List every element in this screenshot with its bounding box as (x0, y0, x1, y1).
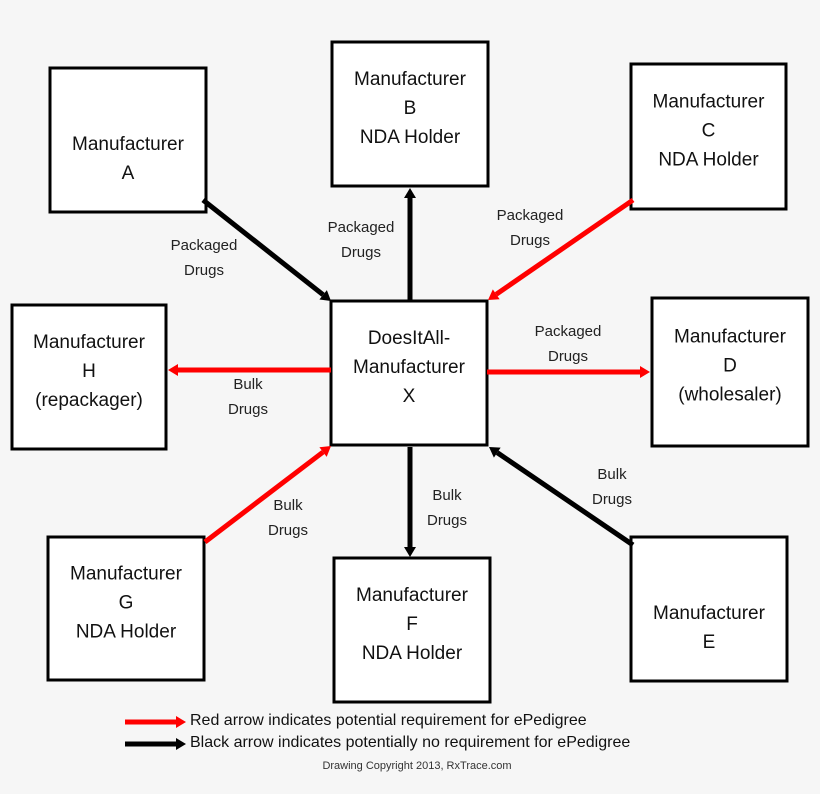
node-box (629, 535, 789, 683)
node-label: E (703, 632, 716, 653)
node-label: G (119, 592, 134, 613)
legend-red-arrow (125, 716, 186, 728)
arrow-label: Packaged (497, 207, 564, 224)
node-label: Manufacturer (653, 603, 766, 624)
node-f: Manufacturer F NDA Holder (332, 556, 492, 704)
arrow-head (488, 289, 500, 300)
node-label: Manufacturer (354, 69, 467, 90)
legend-red-text: Red arrow indicates potential requiremen… (190, 712, 587, 729)
copyright: Drawing Copyright 2013, RxTrace.com (322, 760, 512, 772)
node-box (629, 62, 788, 211)
node-box (330, 40, 490, 188)
arrow-label: Drugs (228, 401, 268, 418)
arrow-label: Bulk (233, 376, 263, 393)
node-box (10, 303, 168, 451)
arrow-shaft (495, 450, 635, 548)
arrow-shaft (203, 450, 325, 544)
node-label: DoesItAll- (368, 328, 450, 349)
arrow-label: Drugs (184, 262, 224, 279)
node-label: (repackager) (35, 390, 143, 411)
legend-black-arrow (125, 738, 186, 750)
node-label: X (403, 386, 416, 407)
arrow-head (404, 188, 416, 198)
node-label: C (702, 120, 716, 141)
arrow-head (168, 364, 178, 376)
node-label: A (122, 163, 135, 184)
arrow-label: Bulk (597, 466, 627, 483)
arrow-label: Packaged (328, 219, 395, 236)
node-box (650, 296, 810, 448)
arrow-x-to-d: Packaged Drugs (487, 323, 650, 378)
node-label: Manufacturer (70, 563, 183, 584)
node-label: Manufacturer (353, 357, 466, 378)
node-label: H (82, 361, 96, 382)
node-c: Manufacturer C NDA Holder (629, 62, 788, 211)
node-d: Manufacturer D (wholesaler) (650, 296, 810, 448)
node-label: (wholesaler) (678, 385, 781, 406)
arrow-label: Packaged (535, 323, 602, 340)
arrow-x-to-b: Packaged Drugs (328, 188, 416, 300)
node-e: Manufacturer E (629, 535, 789, 683)
node-label: Manufacturer (674, 327, 787, 348)
arrow-label: Drugs (510, 232, 550, 249)
arrow-label: Drugs (427, 512, 467, 529)
arrow-head (319, 290, 331, 301)
arrow-label: Bulk (273, 497, 303, 514)
node-label: Manufacturer (72, 134, 185, 155)
arrow-x-to-h: Bulk Drugs (168, 364, 331, 418)
arrow-a-to-x: Packaged Drugs (171, 198, 331, 301)
node-label: F (406, 614, 418, 635)
arrow-label: Packaged (171, 237, 238, 254)
arrow-head (489, 447, 501, 458)
arrow-head (404, 547, 416, 557)
arrow-shaft (494, 197, 635, 297)
legend-black-text: Black arrow indicates potentially no req… (190, 734, 631, 751)
legend-red: Red arrow indicates potential requiremen… (190, 712, 587, 730)
node-box (46, 535, 206, 682)
node-box (332, 556, 492, 704)
arrow-label: Bulk (432, 487, 462, 504)
node-x: DoesItAll- Manufacturer X (329, 299, 489, 447)
arrow-c-to-x: Packaged Drugs (488, 197, 635, 300)
node-box (48, 66, 208, 214)
node-label: Manufacturer (653, 91, 766, 112)
node-label: B (404, 98, 417, 119)
arrow-head (640, 366, 650, 378)
node-h: Manufacturer H (repackager) (10, 303, 168, 451)
arrow-label: Drugs (548, 348, 588, 365)
arrow-label: Drugs (592, 491, 632, 508)
arrow-label: Drugs (268, 522, 308, 539)
node-label: NDA Holder (362, 643, 463, 664)
arrow-g-to-x: Bulk Drugs (203, 446, 331, 544)
node-g: Manufacturer G NDA Holder (46, 535, 206, 682)
node-label: Manufacturer (33, 332, 146, 353)
arrow-x-to-f: Bulk Drugs (404, 447, 467, 557)
legend-black: Black arrow indicates potentially no req… (190, 734, 630, 752)
node-b: Manufacturer B NDA Holder (330, 40, 490, 188)
node-label: NDA Holder (76, 621, 177, 642)
arrow-head (319, 446, 331, 457)
node-label: NDA Holder (658, 149, 759, 170)
node-a: Manufacturer A (48, 66, 208, 214)
node-label: Manufacturer (356, 585, 469, 606)
node-label: NDA Holder (360, 127, 461, 148)
arrow-shaft (201, 198, 325, 297)
node-box (329, 299, 489, 447)
arrow-label: Drugs (341, 244, 381, 261)
arrow-e-to-x: Bulk Drugs (489, 447, 635, 548)
node-label: D (723, 356, 737, 377)
